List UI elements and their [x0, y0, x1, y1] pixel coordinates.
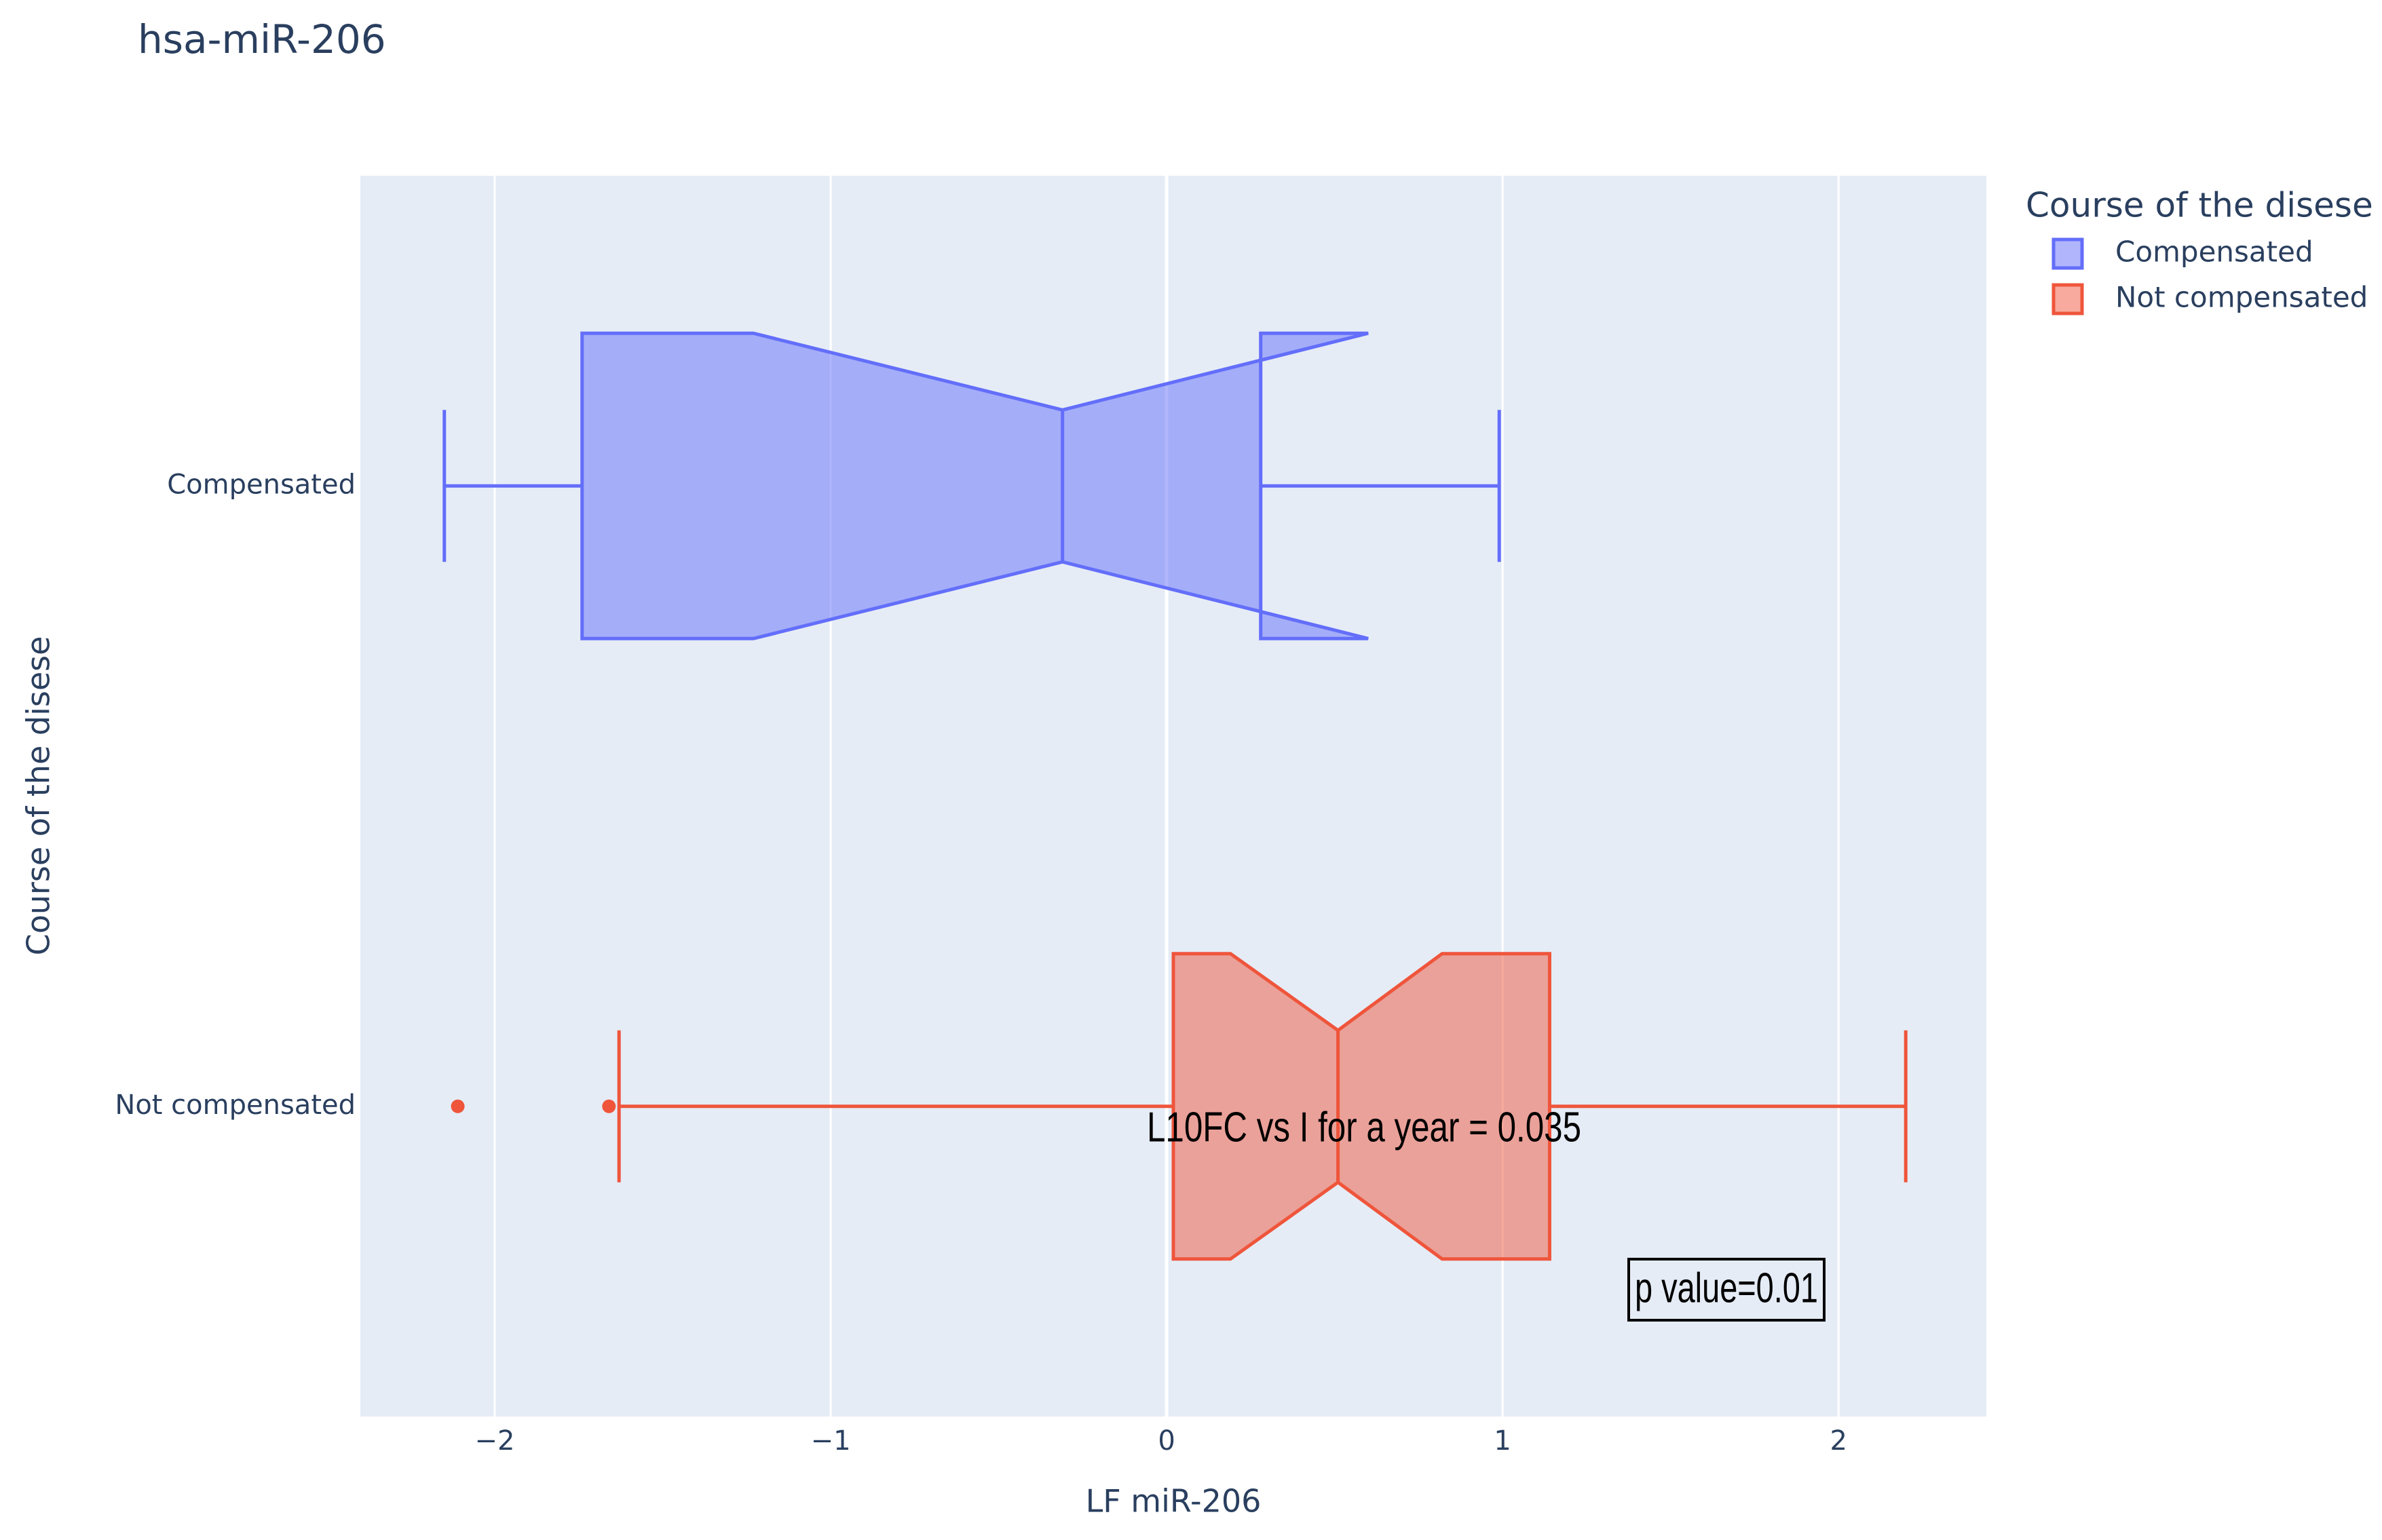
x-axis-title: LF miR-206	[1086, 1483, 1262, 1520]
legend-swatch	[2052, 283, 2084, 315]
legend-title: Course of the disese	[2026, 186, 2373, 225]
labels: −2 −1 0 1 2 Compensated Not compensated Compens…	[115, 235, 2368, 1457]
annotation: p value=0.01	[1635, 1265, 1818, 1311]
marks	[442, 331, 1908, 1261]
box	[580, 331, 1369, 640]
chart-title: hsa-miR-206	[138, 16, 386, 62]
outlier	[451, 1099, 465, 1113]
y-tick-label: Compensated	[167, 469, 356, 500]
legend-label: Compensated	[2115, 235, 2313, 269]
legend-label: Not compensated	[2115, 281, 2368, 314]
box	[1171, 952, 1551, 1261]
annotation: L10FC vs I for a year = 0.035	[1147, 1104, 1581, 1151]
y-tick-label: Not compensated	[115, 1090, 356, 1121]
legend-swatch	[2052, 237, 2084, 270]
x-tick-label: 2	[1830, 1425, 1847, 1457]
x-tick-label: 0	[1158, 1425, 1175, 1457]
x-tick-label: −2	[475, 1425, 515, 1457]
outlier	[602, 1099, 616, 1113]
y-axis-title: Course of the disese	[20, 636, 57, 956]
x-tick-label: 1	[1494, 1425, 1511, 1457]
x-tick-label: −1	[811, 1425, 851, 1457]
annotation-box	[1627, 1258, 1826, 1322]
